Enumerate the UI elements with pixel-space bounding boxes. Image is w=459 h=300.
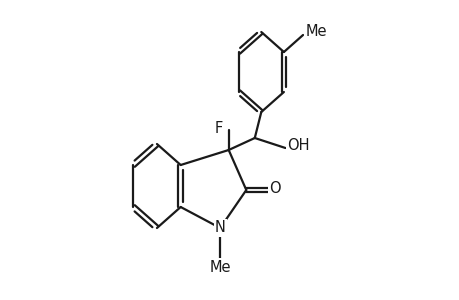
Text: O: O xyxy=(269,181,280,196)
Text: N: N xyxy=(214,220,225,236)
Text: OH: OH xyxy=(286,138,309,153)
Text: Me: Me xyxy=(209,260,230,274)
Text: Me: Me xyxy=(305,25,326,40)
Text: F: F xyxy=(214,121,223,136)
